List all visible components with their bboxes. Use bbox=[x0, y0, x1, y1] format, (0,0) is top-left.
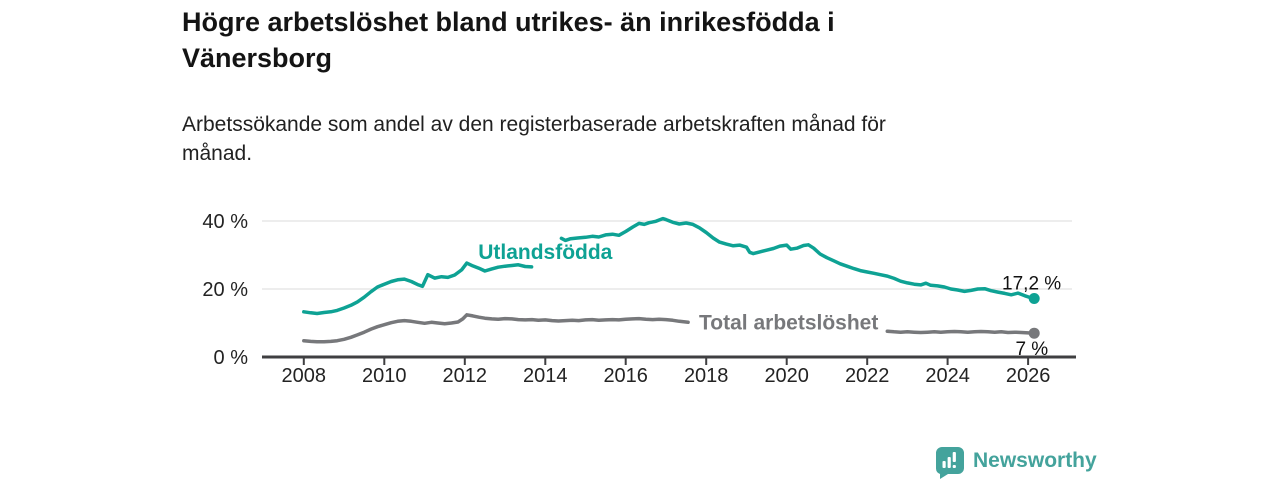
bar-chart-speech-bubble-icon bbox=[936, 447, 964, 479]
newsworthy-wordmark: Newsworthy bbox=[973, 449, 1097, 472]
x-axis-label: 2020 bbox=[764, 365, 809, 387]
x-axis-label: 2024 bbox=[925, 365, 970, 387]
end-value-label-total-arbetsloshet: 7 % bbox=[1015, 339, 1048, 360]
page-title-line-2: Vänersborg bbox=[182, 43, 333, 73]
page-title: Högre arbetslöshet bland utrikes- än inr… bbox=[182, 4, 1162, 76]
series-label-total-arbetsloshet: Total arbetslöshet bbox=[699, 312, 878, 335]
series-line-total-arbetsloshet bbox=[885, 329, 1036, 335]
page-title-line-1: Högre arbetslöshet bland utrikes- än inr… bbox=[182, 7, 835, 37]
x-axis-label: 2022 bbox=[845, 365, 890, 387]
x-axis-label: 2012 bbox=[443, 365, 488, 387]
x-axis-label: 2008 bbox=[282, 365, 327, 387]
chart-subtitle-line-2: månad. bbox=[182, 142, 253, 165]
y-axis-label: 40 % bbox=[202, 211, 248, 233]
end-dot-total-arbetsloshet bbox=[1028, 327, 1040, 339]
chart-subtitle-line-1: Arbetssökande som andel av den registerb… bbox=[182, 113, 886, 136]
newsworthy-branding: Newsworthy bbox=[936, 447, 1097, 479]
x-axis-label: 2026 bbox=[1006, 365, 1051, 387]
end-value-label-utlandsfodda: 17,2 % bbox=[1002, 274, 1061, 295]
y-axis-label: 20 % bbox=[202, 279, 248, 301]
x-axis-label: 2018 bbox=[684, 365, 729, 387]
x-axis-label: 2010 bbox=[362, 365, 407, 387]
series-line-utlandsfodda bbox=[302, 261, 534, 316]
x-axis-label: 2014 bbox=[523, 365, 568, 387]
series-line-total-arbetsloshet bbox=[302, 313, 690, 344]
series-line-utlandsfodda bbox=[559, 216, 1036, 301]
y-axis-label: 0 % bbox=[214, 347, 249, 369]
chart-subtitle: Arbetssökande som andel av den registerb… bbox=[182, 110, 1082, 168]
end-dot-utlandsfodda bbox=[1028, 293, 1040, 304]
series-label-utlandsfodda: Utlandsfödda bbox=[478, 241, 612, 264]
x-axis-label: 2016 bbox=[603, 365, 648, 387]
